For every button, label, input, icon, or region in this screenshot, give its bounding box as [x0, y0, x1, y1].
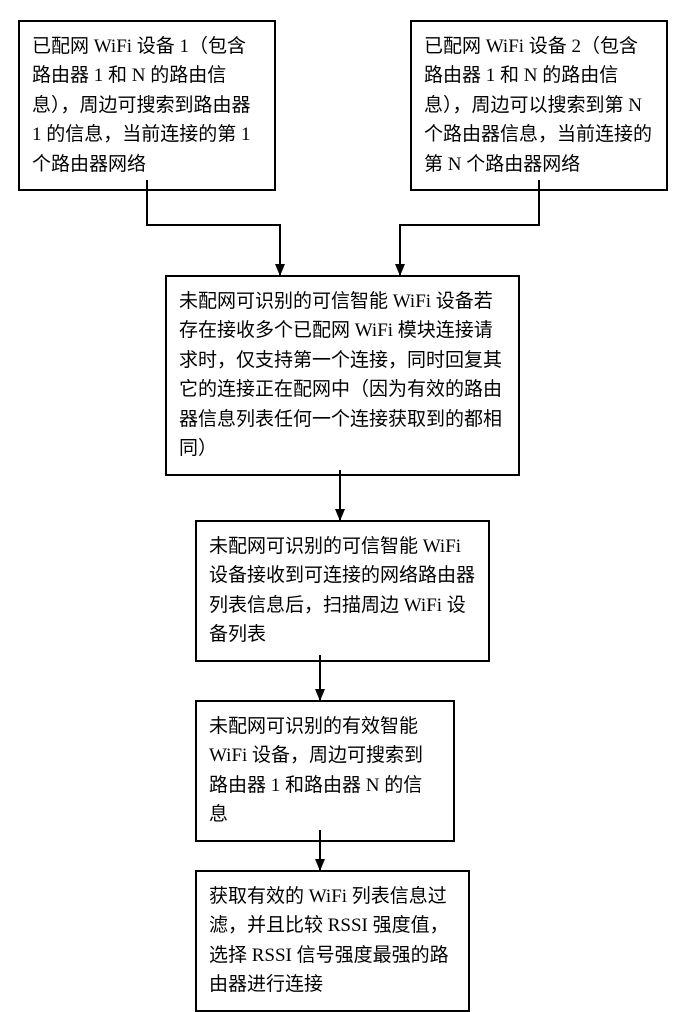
node-device-1: 已配网 WiFi 设备 1（包含路由器 1 和 N 的路由信息），周边可搜索到路…	[18, 20, 276, 191]
node-device-2: 已配网 WiFi 设备 2（包含路由器 1 和 N 的路由信息），周边可以搜索到…	[410, 20, 668, 191]
node-select-rssi: 获取有效的 WiFi 列表信息过滤，并且比较 RSSI 强度值，选择 RSSI …	[195, 870, 470, 1012]
node-search-routers: 未配网可识别的有效智能 WiFi 设备，周边可搜索到路由器 1 和路由器 N 的…	[195, 700, 455, 842]
node-merge-requests: 未配网可识别的可信智能 WiFi 设备若存在接收多个已配网 WiFi 模块连接请…	[165, 275, 520, 476]
node-scan-list: 未配网可识别的可信智能 WiFi 设备接收到可连接的网络路由器列表信息后，扫描周…	[195, 520, 490, 662]
